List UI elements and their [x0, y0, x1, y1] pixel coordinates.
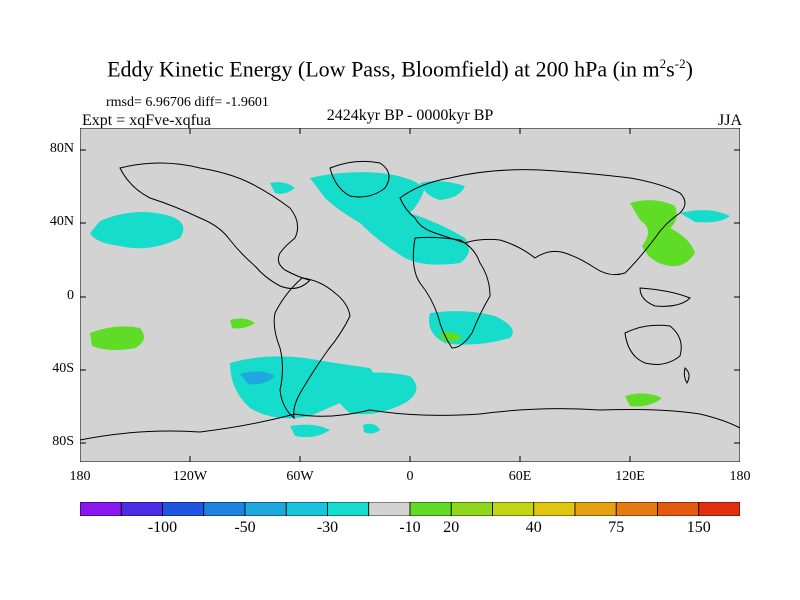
- anomaly-region-south-pacific-small: [230, 318, 255, 329]
- colorbar-swatch: [492, 502, 535, 516]
- colorbar-swatch: [244, 502, 287, 516]
- colorbar-swatch: [698, 502, 740, 516]
- coastline-new-zealand: [683, 367, 690, 385]
- coastline-africa: [412, 236, 491, 349]
- anomaly-region-antarctic-coast: [290, 424, 330, 438]
- lon-label: 60W: [286, 469, 314, 484]
- coastline-antarctica: [80, 408, 740, 441]
- colorbar-label: -30: [316, 519, 339, 536]
- colorbar-swatch: [162, 502, 205, 516]
- lon-label: 0: [406, 469, 414, 484]
- anomaly-region-south-indian: [625, 393, 662, 407]
- colorbar-swatch: [615, 502, 658, 516]
- lat-label: 80S: [52, 434, 74, 449]
- anomaly-region-north-pacific: [90, 212, 184, 249]
- colorbar-label: 75: [608, 519, 625, 536]
- anomaly-region-north-pacific-east: [680, 210, 730, 223]
- longitude-axis: [80, 128, 740, 462]
- lon-label: 120E: [615, 469, 645, 484]
- anomaly-region-north-atlantic-east: [420, 181, 465, 200]
- world-map: [80, 128, 740, 462]
- lon-label: 60E: [508, 469, 532, 484]
- latitude-axis: [80, 149, 740, 444]
- colorbar-swatch: [285, 502, 328, 516]
- lon-label: 120W: [172, 469, 208, 484]
- anomaly-region-south-africa: [440, 331, 462, 342]
- period-label: 2424kyr BP - 0000kyr BP: [326, 107, 494, 124]
- coastline-south-america: [273, 277, 351, 420]
- colorbar-label: 20: [443, 519, 460, 536]
- colorbar-label: -50: [234, 519, 256, 536]
- colorbar-swatch: [657, 502, 700, 516]
- anomaly-region-south-pacific-west: [90, 326, 144, 351]
- lon-label: 180: [729, 469, 751, 484]
- chart-title: Eddy Kinetic Energy (Low Pass, Bloomfiel…: [107, 56, 693, 82]
- colorbar-swatch: [80, 502, 122, 516]
- colorbar-swatch: [120, 502, 163, 516]
- anomaly-region-canada: [270, 182, 295, 194]
- colorbar-swatch: [368, 502, 411, 516]
- colorbar: [80, 502, 740, 516]
- lat-label: 0: [67, 288, 74, 303]
- coastline-maritime-continent: [639, 287, 691, 307]
- colorbar-swatch: [574, 502, 617, 516]
- coastline-greenland: [329, 160, 390, 198]
- coastline-north-america: [119, 162, 311, 289]
- anomaly-region-south-pacific-east: [230, 356, 375, 419]
- lat-label: 40S: [52, 361, 74, 376]
- lat-label: 40N: [49, 214, 74, 229]
- lon-label: 180: [69, 469, 91, 484]
- colorbar-swatch: [409, 502, 452, 516]
- anomaly-region-drake-passage: [334, 372, 417, 415]
- anomaly-region-south-pacific-core: [240, 371, 275, 385]
- colorbar-swatch: [533, 502, 576, 516]
- season-label: JJA: [717, 112, 742, 129]
- colorbar-label: 150: [686, 519, 711, 536]
- colorbar-swatch: [203, 502, 246, 516]
- colorbar-label: 40: [525, 519, 542, 536]
- lat-label: 80N: [49, 141, 74, 156]
- colorbar-swatch: [450, 502, 493, 516]
- colorbar-label: -100: [147, 519, 178, 536]
- colorbar-swatch: [327, 502, 370, 516]
- coastlines: [80, 160, 740, 441]
- coastline-australia: [624, 324, 682, 365]
- rmsd-diff-stats: rmsd= 6.96706 diff= -1.9601: [106, 95, 269, 110]
- anomaly-region-weddell: [363, 423, 380, 434]
- colorbar-label: -10: [399, 519, 421, 536]
- experiment-label: Expt = xqFve-xqfua: [82, 112, 211, 129]
